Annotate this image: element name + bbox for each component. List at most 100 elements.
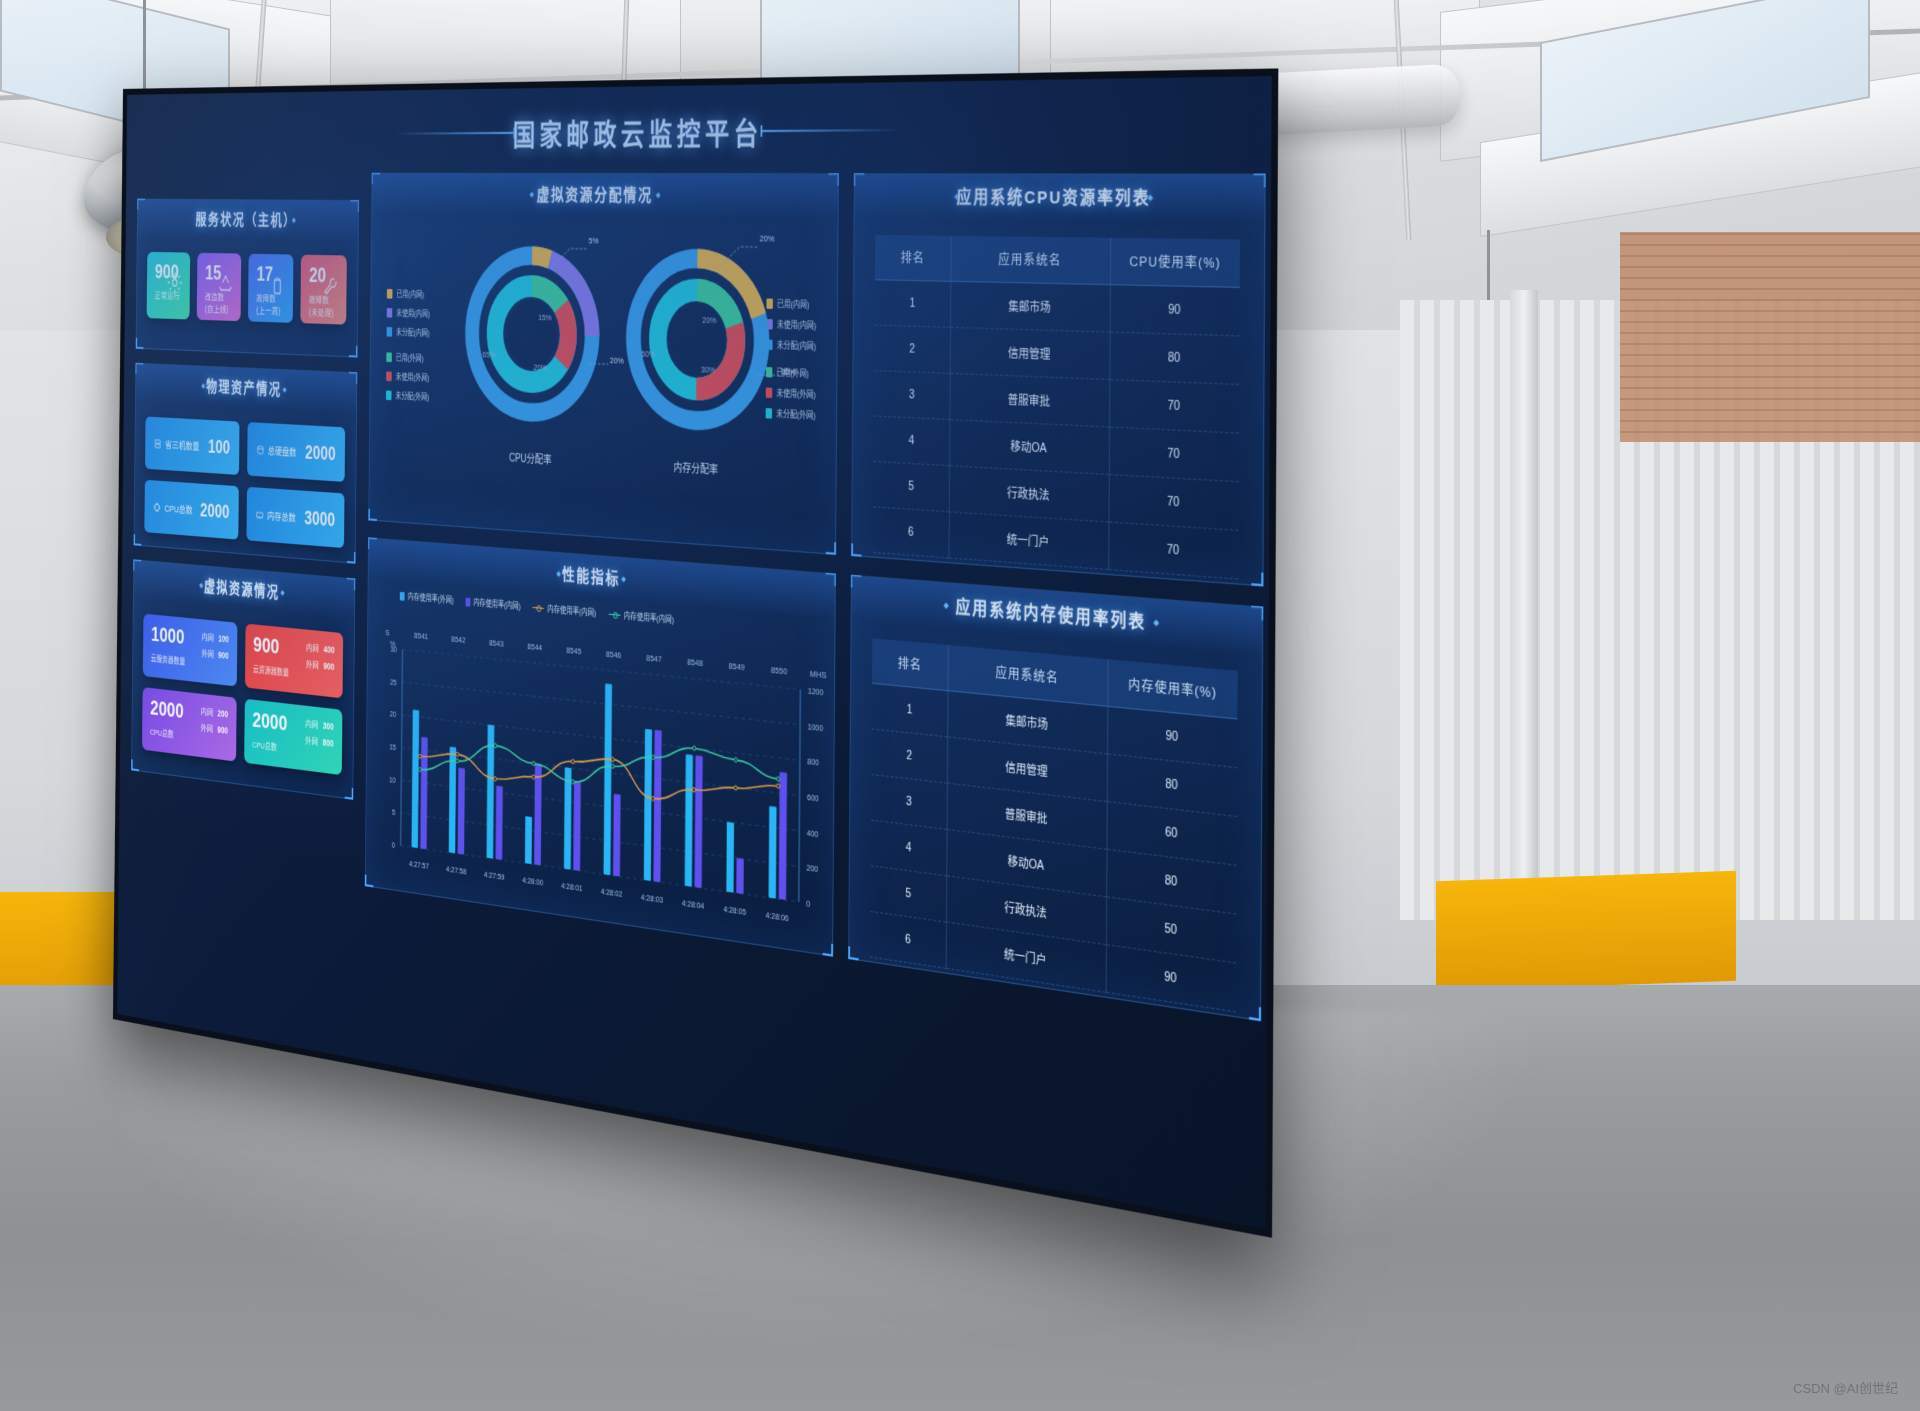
cell-value: 80 xyxy=(1109,332,1240,385)
legend-label: 未分配(外网) xyxy=(395,390,430,403)
service-card[interactable]: 15 改造数(自上线) xyxy=(196,252,242,322)
virtual-card[interactable]: 2000 CPU总数 内网 200 外网 900 xyxy=(141,687,237,762)
wrench-icon xyxy=(321,274,340,300)
panel-title-physical: 物理资产情况 xyxy=(206,378,282,400)
physical-card-label: 省三机数量 xyxy=(165,439,200,453)
svg-text:8548: 8548 xyxy=(687,657,703,669)
cell-value: 90 xyxy=(1109,284,1240,336)
service-card[interactable]: 17 故障数(上一周) xyxy=(247,253,294,323)
x-tick-label: 4:28:06 xyxy=(766,910,789,924)
mem-usage-table: 排名 应用系统名 内存使用率(%) 1 集邮市场 90 2 信用管理 80 3 普服审批 60 4… xyxy=(870,638,1238,1012)
virtual-card-row-value: 900 xyxy=(217,724,228,737)
service-card[interactable]: 20 故障数(未处理) xyxy=(300,254,347,325)
chart-mem-alloc[interactable]: 20% 30% 50% 20% 30% 内存分配率 xyxy=(612,232,783,481)
virtual-card-value: 900 xyxy=(253,632,280,660)
virtual-card-row-value: 300 xyxy=(322,720,334,733)
panel-service-status: 服务状况（主机） 900 正常运行 15 改造数(自上线) xyxy=(135,198,359,358)
chart-bar xyxy=(768,806,777,899)
chart-bar xyxy=(684,754,693,887)
chart-bar xyxy=(448,746,457,854)
virtual-card-caption: CPU总数 xyxy=(252,739,277,753)
legend-label: 内存使用率(内网) xyxy=(473,597,521,612)
watermark: CSDN @AI创世纪 xyxy=(1793,1381,1898,1396)
service-card[interactable]: 900 正常运行 xyxy=(146,251,191,320)
x-tick-label: 4:27:57 xyxy=(409,858,429,871)
virtual-card-row-key: 外网 xyxy=(200,722,214,735)
svg-text:8541: 8541 xyxy=(414,630,428,641)
svg-text:8542: 8542 xyxy=(451,634,465,645)
chart-bar xyxy=(563,767,572,870)
donut-label: 15% xyxy=(538,312,552,322)
cell-rank: 6 xyxy=(872,506,950,558)
brick-wall xyxy=(1620,232,1920,442)
virtual-card[interactable]: 1000 云服务器数量 内网 100 外网 900 xyxy=(142,613,238,687)
svg-text:MHS: MHS xyxy=(810,668,827,680)
chart-bar xyxy=(411,709,420,849)
x-tick-label: 4:28:00 xyxy=(522,875,543,888)
chart-cpu-alloc[interactable]: 15% 20% 65% 5% 20% CPU分配率 xyxy=(452,230,612,471)
panel-cpu-table: 应用系统CPU资源率列表 排名 应用系统名 CPU使用率(%) 1 集邮市场 90 2… xyxy=(851,173,1266,587)
svg-text:200: 200 xyxy=(806,863,818,875)
legend-item: 已用(外网) xyxy=(386,351,429,364)
x-tick-label: 4:27:58 xyxy=(446,864,466,877)
cpu-usage-table: 排名 应用系统名 CPU使用率(%) 1 集邮市场 90 2 信用管理 80 3 普服审批 70… xyxy=(872,234,1241,580)
virtual-card-row-key: 内网 xyxy=(305,718,319,731)
legend-item: 已用(内网) xyxy=(386,288,430,301)
panel-title-alloc: 虚拟资源分配情况 xyxy=(536,186,653,206)
cell-rank: 5 xyxy=(873,461,950,512)
legend-item: 内存使用率(内网) xyxy=(465,596,521,613)
chart-bar xyxy=(736,858,744,895)
legend-item: 内存使用率(外网) xyxy=(399,590,454,607)
x-tick-label: 4:28:03 xyxy=(641,892,663,906)
physical-card-value: 2000 xyxy=(304,441,336,465)
column-header-rank: 排名 xyxy=(872,638,949,691)
physical-card-value: 100 xyxy=(207,435,231,458)
legend-label: 内存使用率(外网) xyxy=(407,591,454,606)
physical-card[interactable]: 内存总数 3000 xyxy=(246,486,345,549)
svg-text:20: 20 xyxy=(390,709,397,720)
chart-bar xyxy=(778,772,788,901)
lamp-rod-left xyxy=(143,0,146,150)
chart-line xyxy=(420,737,778,814)
chart-bar xyxy=(534,763,542,866)
virtual-card-row-key: 外网 xyxy=(305,658,319,671)
svg-text:8546: 8546 xyxy=(606,649,621,661)
virtual-card-row-key: 外网 xyxy=(201,647,214,660)
donut-label: 20% xyxy=(702,315,716,326)
mem-table-body: 1 集邮市场 90 2 信用管理 80 3 普服审批 60 4 移动OA 80 5 行政执法 50 6 统一门户… xyxy=(870,683,1238,1012)
legend-item: 未分配(内网) xyxy=(386,326,430,339)
svg-text:8544: 8544 xyxy=(527,641,543,653)
service-card-row: 900 正常运行 15 改造数(自上线) 17 故障数(上一周) xyxy=(137,238,358,325)
performance-chart-svg[interactable]: S 8541 8542 8543 8544 8545 8546 8547 8548 8549 855… xyxy=(366,610,837,958)
virtual-card[interactable]: 900 云资源器数量 内网 400 外网 900 xyxy=(244,623,344,699)
donut-caption: CPU分配率 xyxy=(508,452,552,468)
chart-bar xyxy=(573,781,581,871)
physical-card[interactable]: CPU总数 2000 xyxy=(144,479,239,540)
cell-appname: 统一门户 xyxy=(949,511,1109,570)
panel-header-service: 服务状况（主机） xyxy=(137,199,359,242)
virtual-card-row-value: 400 xyxy=(323,643,335,656)
svg-text:15: 15 xyxy=(389,742,396,753)
cell-rank: 1 xyxy=(871,683,949,737)
physical-card-grid: 省三机数量 100 总硬盘数 2000 CPU总数 2000 内存总数 3 xyxy=(134,402,356,564)
virtual-card-row-key: 外网 xyxy=(305,735,319,748)
x-tick-label: 4:27:59 xyxy=(484,869,505,882)
donut-label: 65% xyxy=(482,349,495,359)
physical-card[interactable]: 省三机数量 100 xyxy=(144,416,240,475)
physical-card[interactable]: 总硬盘数 2000 xyxy=(246,422,346,482)
svg-text:0: 0 xyxy=(392,840,395,850)
alloc-legend-outer: 已用(外网) 未使用(外网) 未分配(外网) xyxy=(385,351,430,410)
memory-icon xyxy=(255,508,263,520)
virtual-card[interactable]: 2000 CPU总数 内网 300 外网 800 xyxy=(243,698,343,776)
table-header-row: 排名 应用系统名 CPU使用率(%) xyxy=(874,234,1241,288)
panel-title-service: 服务状况（主机） xyxy=(195,211,297,230)
svg-text:25: 25 xyxy=(390,677,397,688)
virtual-card-value: 2000 xyxy=(252,707,288,736)
virtual-card-row-key: 内网 xyxy=(305,642,320,654)
svg-text:0: 0 xyxy=(806,898,810,909)
physical-card-value: 3000 xyxy=(304,506,336,531)
virtual-card-row-value: 800 xyxy=(322,737,334,749)
legend-item: 未分配(外网) xyxy=(385,389,430,403)
chart-bar xyxy=(643,728,653,881)
svg-text:1200: 1200 xyxy=(808,685,824,697)
